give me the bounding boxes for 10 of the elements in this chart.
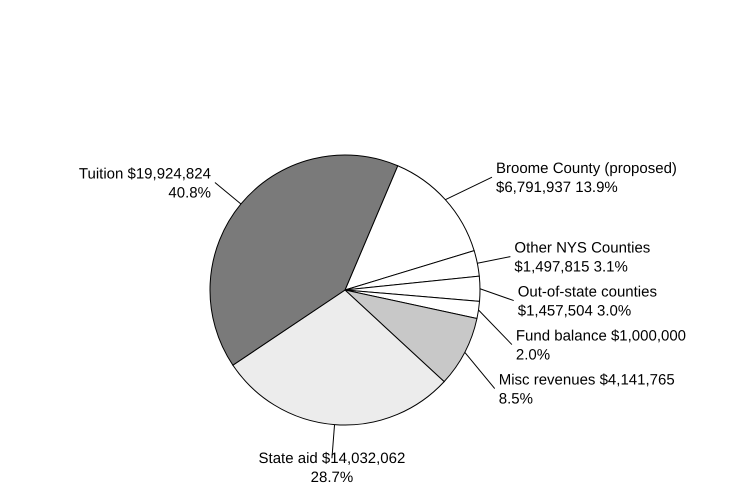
data-label: $1,497,815 3.1% xyxy=(514,258,628,276)
slice-label: Out-of-state counties xyxy=(518,284,657,301)
slice-label: State aid $14,032,062 28.7% xyxy=(258,450,406,486)
data-label: $6,791,937 13.9% xyxy=(496,179,618,196)
slice-label: Fund balance $1,000,000 2.0% xyxy=(516,328,686,364)
data-label: $1,457,504 3.0% xyxy=(518,302,632,320)
slice-label: Other NYS Counties xyxy=(514,240,650,257)
slice-label: Misc revenues $4,141,765 8.5% xyxy=(498,372,675,408)
slice-label: Tuition $19,924,824 40.8% xyxy=(78,165,211,202)
slice-label: Broome County (proposed) xyxy=(496,160,677,178)
